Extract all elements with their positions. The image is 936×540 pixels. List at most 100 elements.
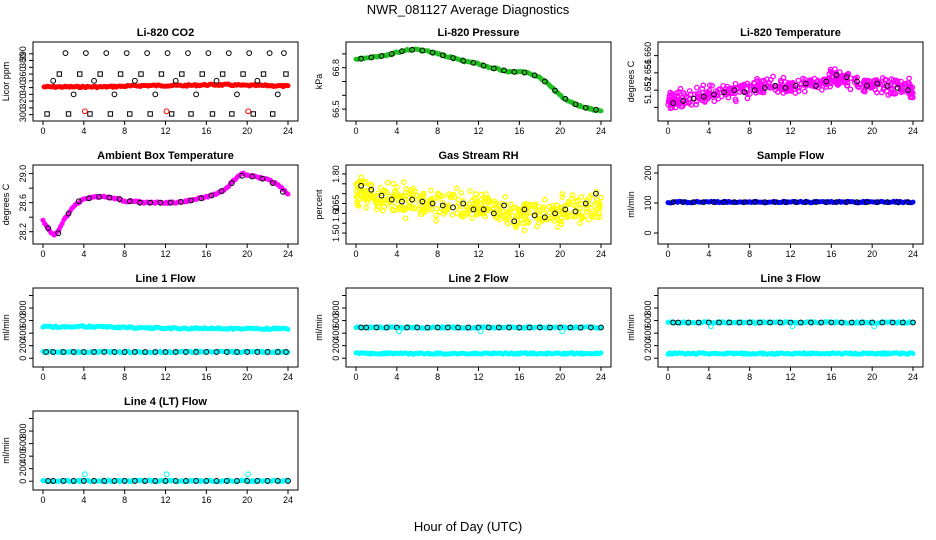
- data-point: [183, 478, 189, 484]
- x-tick-label: 4: [81, 249, 86, 259]
- data-point: [598, 324, 604, 331]
- series-hourly-mean: [670, 72, 911, 106]
- data-point: [399, 48, 405, 55]
- data-point: [399, 198, 405, 205]
- data-point: [579, 213, 585, 219]
- data-point: [460, 57, 467, 64]
- data-point: [460, 200, 467, 207]
- y-tick-label: 28.2: [18, 223, 28, 241]
- x-tick-label: 4: [706, 372, 711, 382]
- data-point: [55, 230, 62, 237]
- y-tick-label: 51.656: [643, 59, 653, 87]
- y-tick-label: 1.80: [331, 165, 341, 183]
- data-point: [390, 180, 397, 187]
- data-point: [424, 324, 431, 331]
- data-point: [383, 200, 390, 206]
- data-point: [480, 62, 487, 69]
- data-point: [412, 188, 419, 195]
- y-tick-label: 51.660: [643, 42, 653, 70]
- y-tick-label: 800: [331, 301, 341, 316]
- x-tick-label: 8: [435, 126, 440, 136]
- data-point: [864, 82, 870, 89]
- data-point: [269, 111, 276, 117]
- data-point: [377, 198, 384, 205]
- x-tick-label: 8: [435, 249, 440, 259]
- data-point: [395, 328, 402, 335]
- data-point: [480, 206, 487, 213]
- data-point: [731, 199, 738, 206]
- data-point: [909, 94, 916, 101]
- x-tick-label: 20: [867, 126, 877, 136]
- data-point: [435, 195, 441, 201]
- data-point: [264, 478, 271, 484]
- data-point: [96, 193, 103, 200]
- panel-8: Line 2 Flow ml/min 0 4 8 12 16 20 24 0 20040060080…: [314, 273, 612, 382]
- data-point: [491, 198, 498, 205]
- x-tick-label: 4: [706, 249, 711, 259]
- x-tick-label: 12: [160, 495, 170, 505]
- data-point: [792, 199, 799, 206]
- x-tick-label: 24: [908, 372, 918, 382]
- series-co2-average: [41, 81, 291, 91]
- data-point: [680, 90, 687, 96]
- data-point: [548, 215, 555, 222]
- data-point: [859, 319, 865, 326]
- data-point: [465, 324, 472, 331]
- data-point: [777, 319, 784, 326]
- data-point: [209, 111, 216, 117]
- x-tick-label: 8: [747, 126, 752, 136]
- x-tick-label: 0: [40, 372, 45, 382]
- data-point: [864, 77, 871, 84]
- data-point: [274, 478, 281, 484]
- y-tick-label: 0: [331, 356, 341, 361]
- data-point: [371, 196, 378, 203]
- data-point: [478, 191, 485, 198]
- data-point: [733, 98, 739, 105]
- data-point: [577, 220, 583, 226]
- series-hourly-mean: [358, 324, 604, 331]
- data-point: [103, 50, 110, 56]
- data-point: [425, 205, 432, 212]
- panel-title: Sample Flow: [757, 150, 825, 162]
- data-point: [882, 76, 889, 83]
- y-tick-label: 200: [331, 338, 341, 353]
- data-point: [695, 319, 702, 326]
- data-point: [770, 73, 776, 80]
- data-point: [572, 101, 579, 108]
- data-point: [162, 478, 169, 484]
- x-tick-label: 0: [665, 372, 670, 382]
- data-point: [249, 173, 256, 180]
- x-tick-label: 12: [160, 372, 170, 382]
- data-point: [152, 478, 159, 484]
- x-tick-label: 4: [706, 126, 711, 136]
- series-standard-low: [44, 111, 276, 117]
- data-point: [279, 188, 286, 195]
- x-tick-label: 24: [596, 372, 606, 382]
- y-tick-label: 360: [18, 67, 28, 82]
- data-point: [513, 224, 519, 231]
- data-point: [575, 198, 581, 205]
- data-point: [777, 85, 784, 92]
- data-point: [792, 82, 799, 89]
- data-point: [478, 200, 485, 207]
- data-point: [260, 71, 267, 77]
- data-point: [870, 84, 876, 90]
- data-point: [43, 349, 49, 355]
- panel-3: Li-820 Temperature degrees C 0 4 8 12 16 20 24 51…: [626, 27, 924, 136]
- data-point: [379, 207, 386, 214]
- data-point: [193, 91, 200, 98]
- data-point: [229, 111, 235, 117]
- data-point: [91, 77, 97, 84]
- data-point: [531, 212, 538, 219]
- data-point: [131, 478, 138, 484]
- panel-title: Line 3 Flow: [761, 273, 821, 285]
- x-tick-label: 24: [283, 495, 293, 505]
- series-outlier: [395, 328, 566, 335]
- data-point: [362, 193, 369, 199]
- data-point: [188, 111, 194, 117]
- data-point: [388, 196, 395, 203]
- y-axis-label: kPa: [314, 74, 324, 90]
- data-point: [449, 212, 456, 218]
- data-point: [138, 71, 144, 77]
